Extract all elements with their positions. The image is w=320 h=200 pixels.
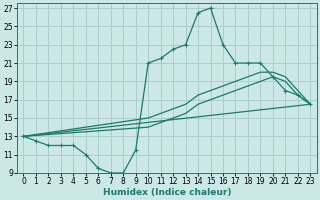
X-axis label: Humidex (Indice chaleur): Humidex (Indice chaleur)	[103, 188, 231, 197]
